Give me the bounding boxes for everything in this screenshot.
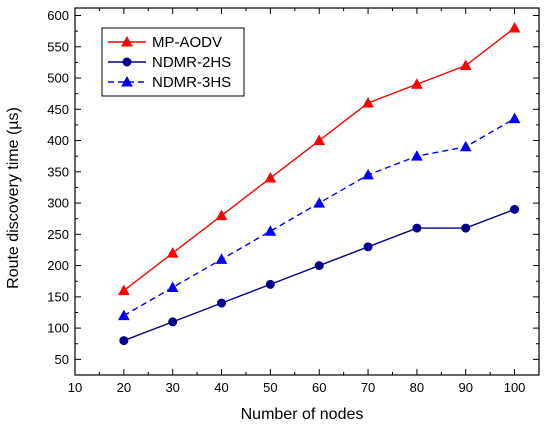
legend-swatch-marker — [122, 57, 132, 67]
data-point — [264, 172, 277, 183]
data-point — [313, 134, 326, 146]
data-point — [411, 78, 423, 89]
series-mp-aodv — [117, 21, 521, 296]
data-point — [117, 309, 130, 321]
y-tick-label: 300 — [47, 196, 69, 211]
y-tick-label: 500 — [47, 71, 69, 86]
data-point — [215, 253, 228, 264]
y-tick-label: 400 — [47, 133, 69, 148]
legend-item: NDMR-2HS — [108, 54, 231, 71]
data-point — [459, 59, 472, 71]
data-point — [510, 204, 520, 214]
data-point — [168, 317, 178, 327]
series-ndmr-3hs — [117, 112, 521, 321]
y-tick-label: 350 — [47, 164, 69, 179]
x-tick-label: 10 — [68, 380, 82, 395]
data-point — [265, 279, 275, 289]
data-point — [461, 223, 471, 233]
x-tick-label: 30 — [165, 380, 179, 395]
data-point — [363, 242, 373, 252]
x-tick-label: 90 — [459, 380, 473, 395]
legend: MP-AODV NDMR-2HS NDMR-3HS — [101, 27, 245, 97]
x-tick-label: 40 — [214, 380, 228, 395]
series-line — [123, 208, 515, 342]
series-line — [123, 118, 515, 317]
legend-item: MP-AODV — [108, 34, 222, 51]
y-tick-label: 200 — [47, 258, 69, 273]
data-point — [412, 223, 422, 233]
x-tick-label: 50 — [263, 380, 277, 395]
legend-label: MP-AODV — [152, 34, 222, 51]
y-tick-label: 50 — [55, 352, 69, 367]
legend-swatch-marker — [121, 75, 133, 87]
x-tick-label: 70 — [361, 380, 375, 395]
data-point — [411, 150, 423, 161]
y-tick-label: 250 — [47, 227, 69, 242]
legend-label: NDMR-2HS — [152, 54, 231, 71]
y-axis-title: Route discovery time (µs) — [5, 107, 22, 289]
series-ndmr-2hs — [119, 204, 520, 346]
data-point — [362, 168, 374, 180]
series-layer — [117, 21, 521, 346]
plot-frame — [74, 7, 540, 376]
data-point — [215, 209, 228, 221]
y-tick-label: 600 — [47, 8, 69, 23]
data-point — [117, 284, 130, 296]
legend-label: NDMR-3HS — [152, 74, 231, 91]
x-tick-label: 100 — [504, 380, 526, 395]
y-tick-label: 550 — [47, 39, 69, 54]
y-tick-label: 450 — [47, 102, 69, 117]
data-point — [166, 247, 179, 258]
y-tick-label: 100 — [47, 321, 69, 336]
x-tick-label: 60 — [312, 380, 326, 395]
data-point — [119, 336, 129, 346]
y-tick-label: 150 — [47, 289, 69, 304]
legend-item: NDMR-3HS — [108, 74, 231, 91]
axes-layer — [74, 7, 540, 376]
data-point — [459, 140, 472, 152]
data-point — [217, 298, 227, 308]
data-point — [362, 97, 374, 108]
ticks-layer: 10 20 30 40 50 60 70 80 90 100 50 100 150 200 250 300 35… — [47, 8, 540, 395]
data-point — [166, 281, 179, 292]
data-point — [508, 21, 521, 33]
legend-swatch-marker — [121, 35, 133, 47]
x-tick-label: 20 — [117, 380, 131, 395]
data-point — [264, 225, 277, 236]
data-point — [508, 112, 521, 124]
data-point — [313, 197, 326, 208]
x-axis-title: Number of nodes — [241, 406, 364, 423]
x-tick-label: 80 — [410, 380, 424, 395]
data-point — [314, 261, 324, 271]
